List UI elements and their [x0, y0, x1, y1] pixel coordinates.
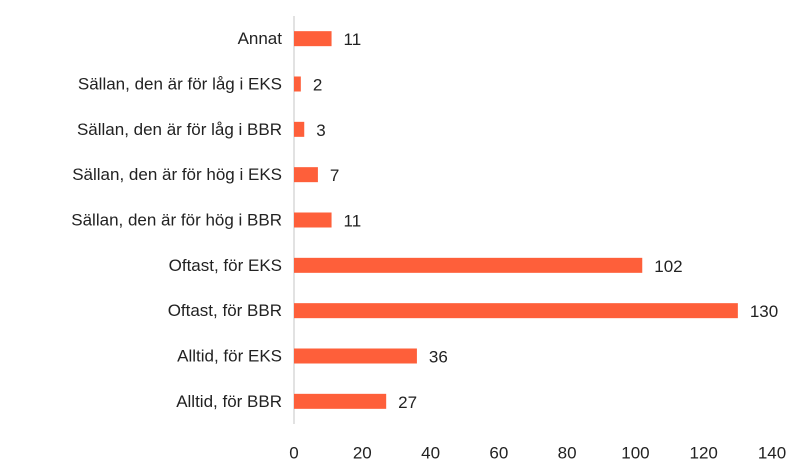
data-label: 2 [313, 75, 322, 94]
y-tick-label: Alltid, för EKS [177, 346, 282, 365]
data-label: 7 [330, 166, 339, 185]
data-label: 11 [344, 30, 362, 49]
data-label: 102 [654, 257, 682, 276]
bar [294, 76, 301, 92]
x-tick-label: 140 [758, 443, 786, 462]
y-tick-label: Annat [238, 29, 283, 48]
y-tick-label: Sällan, den är för hög i BBR [71, 210, 282, 229]
bar [294, 31, 332, 47]
x-tick-label: 120 [690, 443, 718, 462]
data-label: 3 [316, 121, 325, 140]
x-tick-label: 0 [289, 443, 298, 462]
bar [294, 167, 318, 183]
data-label: 36 [429, 347, 448, 366]
y-tick-label: Sällan, den är för låg i BBR [77, 120, 282, 139]
y-tick-label: Oftast, för BBR [168, 301, 282, 320]
x-tick-label: 40 [421, 443, 440, 462]
bar [294, 212, 332, 228]
bar [294, 348, 417, 364]
bar [294, 393, 387, 409]
data-label: 27 [398, 393, 417, 412]
bar [294, 257, 643, 273]
data-label: 11 [344, 211, 362, 230]
x-tick-label: 20 [353, 443, 372, 462]
x-tick-label: 60 [489, 443, 508, 462]
bar [294, 303, 738, 319]
x-tick-label: 80 [558, 443, 577, 462]
bar [294, 121, 305, 137]
x-tick-label: 100 [621, 443, 649, 462]
y-tick-label: Alltid, för BBR [176, 392, 282, 411]
y-tick-label: Sällan, den är för hög i EKS [72, 165, 282, 184]
data-label: 130 [750, 302, 778, 321]
y-tick-label: Oftast, för EKS [169, 256, 282, 275]
y-tick-label: Sällan, den är för låg i EKS [78, 74, 282, 93]
